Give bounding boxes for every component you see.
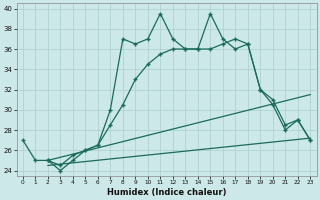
X-axis label: Humidex (Indice chaleur): Humidex (Indice chaleur) xyxy=(107,188,226,197)
